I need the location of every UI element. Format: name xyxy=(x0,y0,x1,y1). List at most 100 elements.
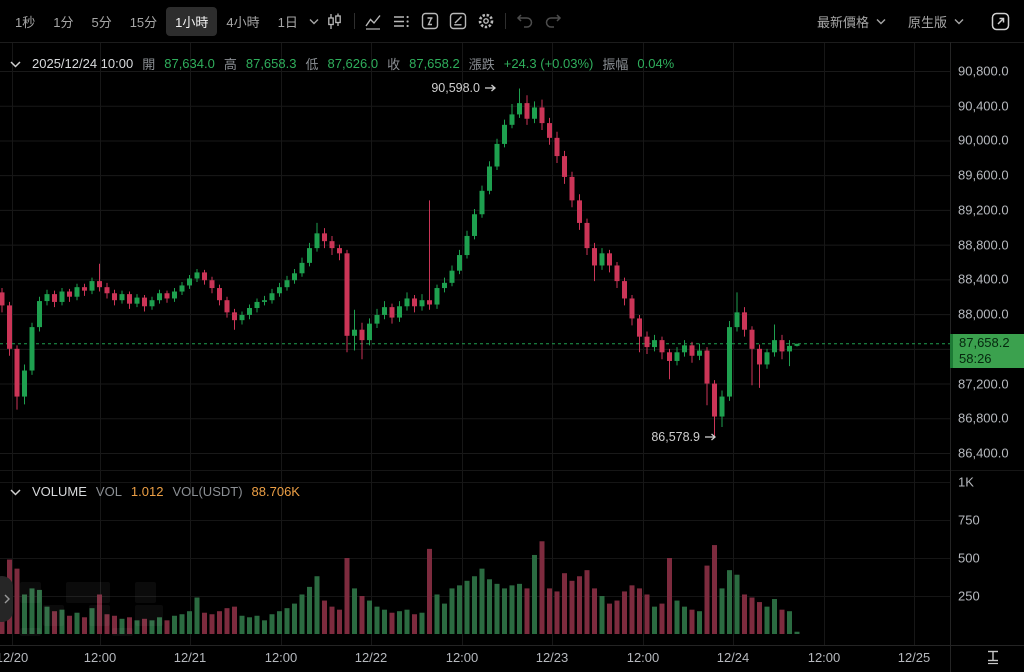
timeframe-5m-button[interactable]: 5分 xyxy=(82,7,120,36)
volume-bar xyxy=(614,600,620,634)
volume-bar xyxy=(187,611,192,634)
volume-bar xyxy=(344,558,350,634)
volume-bar xyxy=(44,606,50,634)
candle xyxy=(592,248,597,266)
time-tick-label: 12/24 xyxy=(716,650,750,665)
price-mode-dropdown[interactable]: 最新價格 xyxy=(817,12,886,31)
volume-bar xyxy=(712,545,717,634)
candle xyxy=(547,123,552,138)
volume-bar xyxy=(562,573,567,634)
candle xyxy=(224,300,230,313)
volume-bar xyxy=(637,588,642,634)
legend-collapse-button[interactable] xyxy=(8,58,23,70)
volume-bar xyxy=(629,585,635,634)
volume-bar xyxy=(112,615,117,634)
candle xyxy=(502,124,507,144)
price-tick-label: 88,800.0 xyxy=(958,237,1009,253)
candle xyxy=(764,352,770,365)
candle xyxy=(44,294,50,302)
volume-bar xyxy=(682,606,687,634)
timeframe-4h-button[interactable]: 4小時 xyxy=(217,7,268,36)
timeframe-15m-button[interactable]: 15分 xyxy=(121,7,166,36)
close-label: 收 xyxy=(387,57,401,72)
function-square-icon xyxy=(421,12,439,30)
candle xyxy=(509,114,515,125)
timeframe-1s-button[interactable]: 1秒 xyxy=(6,7,44,36)
candle xyxy=(614,265,620,282)
chevron-down-icon xyxy=(10,60,21,68)
candle xyxy=(127,294,132,304)
volume-bar xyxy=(667,558,672,634)
volume-bar xyxy=(517,583,522,634)
redo-button[interactable] xyxy=(539,7,567,35)
price-scale-button[interactable] xyxy=(984,648,1002,666)
volume-bar xyxy=(539,541,545,634)
volume-bar xyxy=(494,583,500,634)
candle xyxy=(337,248,342,254)
chevron-down-icon xyxy=(954,18,964,24)
candle xyxy=(434,288,440,305)
volume-bar xyxy=(149,620,155,634)
draw-tools-button[interactable] xyxy=(444,7,472,35)
timeframe-1m-button[interactable]: 1分 xyxy=(44,7,82,36)
volume-legend: VOLUME VOL 1.012 VOL(USDT) 88.706K xyxy=(8,484,300,499)
candle xyxy=(697,350,702,356)
volume-bar xyxy=(322,600,327,634)
settings-button[interactable] xyxy=(472,7,500,35)
candle xyxy=(104,287,110,294)
timeframe-dropdown-caret[interactable] xyxy=(307,16,321,27)
template-button[interactable] xyxy=(416,7,444,35)
volume-bar xyxy=(292,603,297,634)
indicator-list-button[interactable] xyxy=(388,7,416,35)
volume-bar xyxy=(457,585,462,634)
vol-usdt-value: 88.706K xyxy=(251,484,300,499)
volume-bar xyxy=(442,603,447,634)
candle xyxy=(187,278,192,286)
candle xyxy=(457,255,462,271)
candle xyxy=(97,281,102,288)
candle xyxy=(734,312,740,328)
timeframe-1h-button[interactable]: 1小時 xyxy=(166,6,218,36)
undo-button[interactable] xyxy=(511,7,539,35)
chart-type-button[interactable] xyxy=(321,7,349,35)
volume-bar xyxy=(734,574,740,634)
price-tick-label: 90,000.0 xyxy=(958,132,1009,148)
volume-bar xyxy=(464,580,470,634)
price-tick-label: 88,000.0 xyxy=(958,306,1009,322)
volume-bar xyxy=(449,588,455,634)
candle xyxy=(367,323,372,341)
volume-bar xyxy=(659,603,665,634)
candle xyxy=(149,300,155,307)
volume-bar xyxy=(689,609,695,634)
volume-bar xyxy=(382,609,387,634)
chevron-down-icon xyxy=(876,18,886,24)
volume-bar xyxy=(37,589,42,634)
candle xyxy=(269,293,275,301)
time-tick-label: 12/23 xyxy=(535,650,569,665)
fullscreen-button[interactable] xyxy=(986,7,1014,35)
volume-bar xyxy=(719,588,725,634)
candle xyxy=(689,345,695,356)
version-dropdown[interactable]: 原生版 xyxy=(908,12,964,31)
pen-square-icon xyxy=(449,12,467,30)
candle xyxy=(562,156,567,177)
volume-bar xyxy=(22,594,27,634)
price-tick-label: 90,400.0 xyxy=(958,98,1009,114)
volume-bar xyxy=(622,591,627,634)
indicators-button[interactable] xyxy=(360,7,388,35)
volume-bar xyxy=(607,603,612,634)
high-annotation-value: 90,598.0 xyxy=(431,81,480,95)
candle xyxy=(389,307,395,318)
volume-collapse-button[interactable] xyxy=(8,486,23,498)
price-mode-label: 最新價格 xyxy=(816,14,869,30)
panel-expander-button[interactable] xyxy=(0,576,13,622)
timeframe-1d-button[interactable]: 1日 xyxy=(269,7,307,36)
volume-bar xyxy=(487,579,492,634)
volume-bar xyxy=(59,609,65,634)
toolbar: 1秒 1分 5分 15分 1小時 4小時 1日 xyxy=(0,0,1024,42)
candle xyxy=(0,292,5,306)
candle xyxy=(787,345,792,352)
low-label: 低 xyxy=(305,57,319,72)
